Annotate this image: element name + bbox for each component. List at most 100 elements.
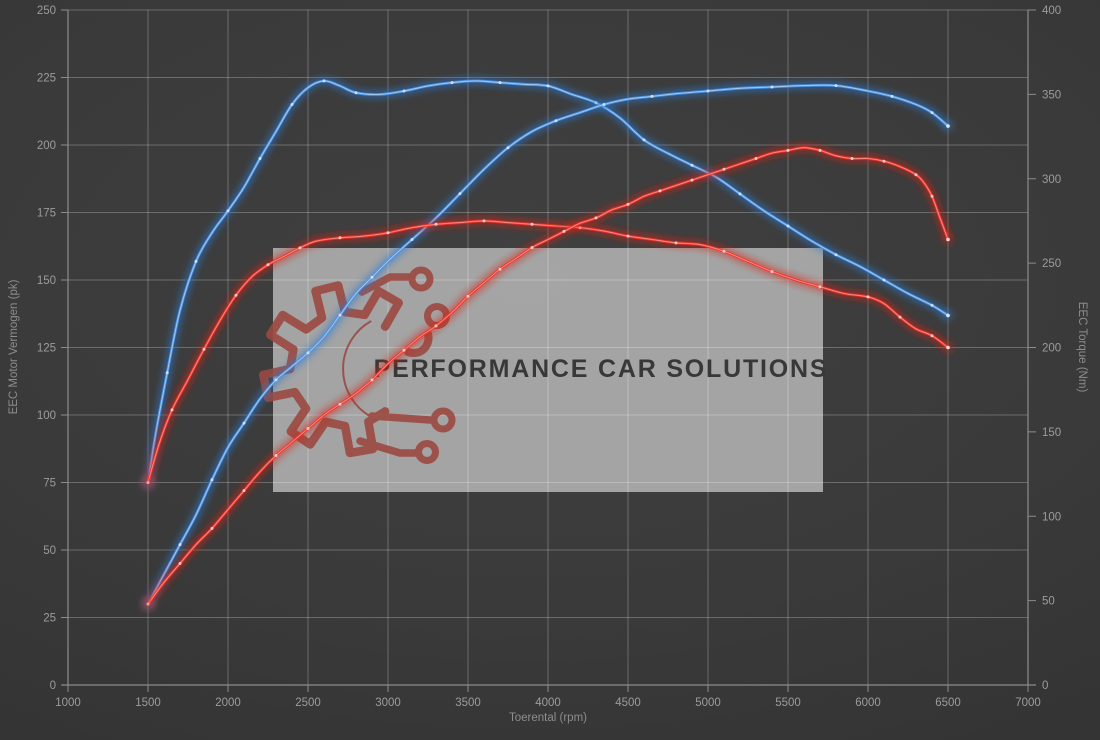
x-axis-title: Toerental (rpm) [509, 712, 587, 724]
left-tick-label-250: 250 [37, 5, 56, 17]
circuit-trace-bottom2 [356, 437, 419, 457]
curve-torque-blue-marker [450, 81, 454, 85]
curve-power-red-marker [626, 202, 630, 206]
curve-power-blue-marker [930, 111, 934, 115]
curve-torque-red-marker [866, 295, 870, 299]
right-tick-label-350: 350 [1042, 89, 1061, 101]
curve-power-red-marker [498, 267, 502, 271]
curve-torque-red-marker [298, 246, 302, 250]
curve-torque-red-start-glow [143, 478, 153, 487]
curve-power-red-marker [338, 402, 342, 406]
curve-torque-red [143, 216, 952, 487]
curve-torque-blue-core [147, 80, 949, 483]
curve-power-red-marker [306, 427, 310, 430]
left-tick-label-100: 100 [37, 410, 56, 422]
x-tick-label-2500: 2500 [295, 697, 321, 709]
curve-torque-blue-marker [165, 371, 169, 375]
curve-torque-red-marker [170, 408, 174, 412]
curve-torque-blue-end-dot [946, 313, 950, 318]
curve-power-red-marker [850, 157, 854, 160]
circuit-ring-bottom2 [415, 440, 439, 464]
curve-power-blue-marker [834, 84, 838, 88]
left-axis-title: EEC Motor Vermogen (pk) [8, 279, 20, 414]
curve-torque-blue-marker [226, 209, 230, 213]
curve-power-blue-marker [242, 421, 246, 425]
curve-torque-blue-marker [546, 84, 550, 88]
curve-torque-blue-marker [738, 192, 742, 196]
left-tick-label-25: 25 [43, 613, 56, 625]
curve-power-red-marker [658, 189, 662, 193]
curve-power-red-marker [722, 167, 726, 171]
curve-power-blue-marker [458, 192, 462, 196]
curve-power-blue-marker [890, 94, 894, 98]
curve-power-blue-marker [410, 238, 414, 241]
curve-power-blue-marker [506, 146, 510, 150]
curve-power-red [143, 143, 953, 609]
circuit-ring-top [408, 266, 434, 292]
right-tick-label-0: 0 [1042, 680, 1048, 692]
curve-torque-red-marker [626, 234, 630, 238]
x-tick-label-3500: 3500 [455, 697, 481, 709]
curve-power-blue-marker [306, 351, 310, 355]
curve-power-blue-marker [770, 85, 774, 89]
curve-power-red-marker [274, 454, 278, 457]
x-tick-label-6000: 6000 [855, 697, 881, 709]
x-tick-label-5500: 5500 [775, 697, 801, 709]
curve-torque-red-marker [338, 236, 342, 240]
curve-power-red-marker [402, 348, 406, 352]
x-tick-label-7000: 7000 [1015, 697, 1041, 709]
curve-torque-red-marker [386, 231, 390, 235]
curve-power-blue-marker [178, 543, 182, 547]
curve-torque-red-core [147, 220, 949, 483]
curve-power-red-marker [178, 562, 182, 565]
circuit-arc-mid [404, 330, 433, 358]
curve-power-red-marker [754, 157, 758, 160]
right-tick-label-50: 50 [1042, 596, 1055, 608]
circuit-trace-bottom1 [368, 412, 434, 424]
curve-power-red-marker [562, 229, 566, 233]
curve-torque-blue-marker [930, 303, 934, 307]
curve-power-red-marker [530, 246, 534, 250]
curve-torque-blue-marker [498, 81, 502, 85]
curve-power-red-end-dot [946, 237, 950, 242]
right-tick-label-100: 100 [1042, 511, 1061, 523]
curve-torque-red-marker [770, 270, 774, 274]
curve-torque-red-marker [722, 249, 726, 253]
curve-power-red-marker [594, 216, 598, 220]
curve-torque-red-marker [482, 219, 486, 223]
curve-torque-red-marker [234, 293, 238, 297]
curve-power-blue-end-dot [946, 124, 950, 128]
curve-power-blue-marker [274, 378, 278, 382]
curve-torque-red-end-dot [946, 345, 950, 350]
curve-torque-red-marker [818, 285, 822, 289]
x-tick-label-5000: 5000 [695, 697, 721, 709]
curve-power-red-marker [914, 173, 918, 177]
right-tick-label-250: 250 [1042, 258, 1061, 270]
right-tick-label-300: 300 [1042, 174, 1061, 186]
curve-torque-blue-marker [834, 253, 838, 257]
x-tick-label-2000: 2000 [215, 697, 241, 709]
curve-torque-blue-marker [258, 157, 262, 160]
curve-torque-blue-marker [354, 91, 358, 95]
curve-power-red-marker [466, 294, 470, 298]
x-tick-label-4500: 4500 [615, 697, 641, 709]
left-tick-label-150: 150 [37, 275, 56, 287]
curve-power-red-marker [818, 148, 822, 152]
curve-torque-red-marker [202, 347, 206, 351]
curve-torque-blue-marker [402, 89, 406, 93]
curve-power-red-marker [690, 178, 694, 182]
curve-torque-red-marker [434, 222, 438, 226]
circuit-ring-bottom1 [430, 407, 456, 433]
curve-power-red-marker [930, 194, 934, 198]
watermark-text: PERFORMANCE CAR SOLUTIONS [374, 355, 829, 383]
x-tick-label-1000: 1000 [55, 697, 81, 709]
curve-torque-blue-marker [642, 138, 646, 142]
left-tick-label-0: 0 [50, 680, 56, 692]
curve-power-blue-marker [706, 89, 710, 93]
circuit-trace-top [358, 273, 414, 296]
x-tick-label-3000: 3000 [375, 697, 401, 709]
curve-power-blue-marker [650, 94, 654, 98]
right-tick-label-400: 400 [1042, 5, 1061, 17]
curve-power-red-marker [210, 526, 214, 530]
